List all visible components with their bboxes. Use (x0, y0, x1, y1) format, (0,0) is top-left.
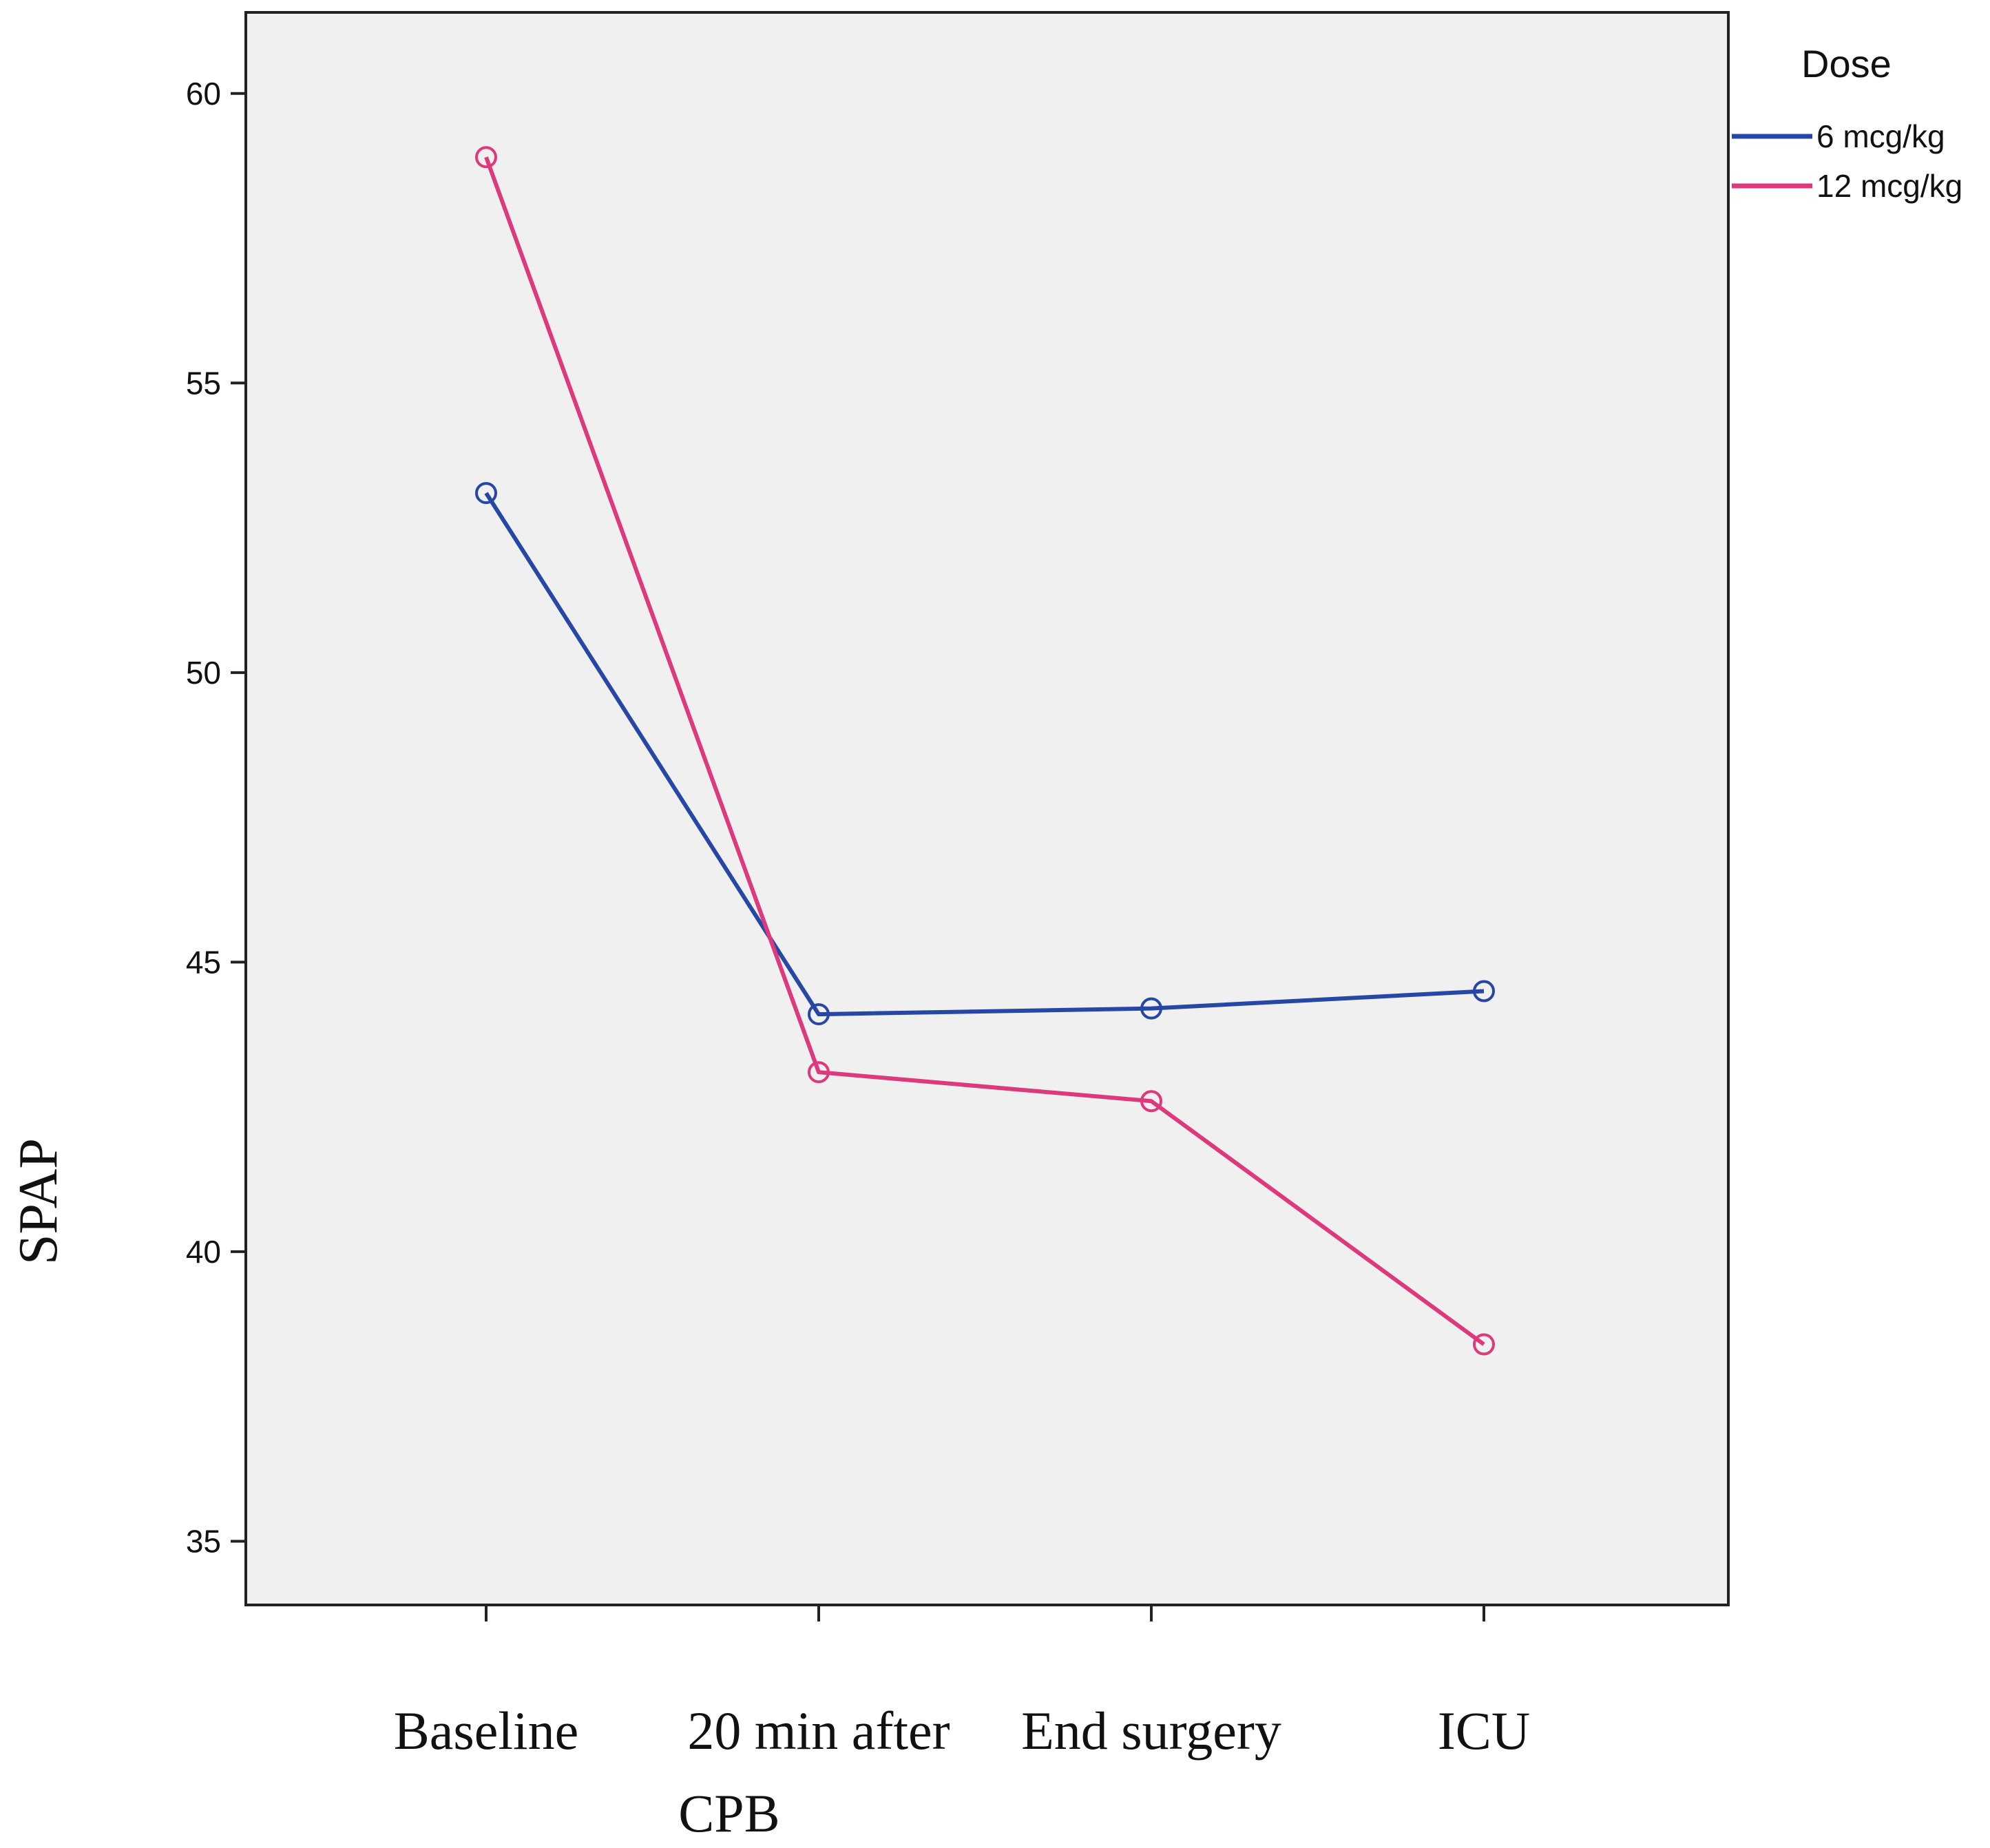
x-tick-label: 20 min after CPB (678, 1701, 950, 1843)
series-layer (475, 146, 1495, 1356)
y-axis: 35 40 45 50 55 60 (186, 76, 246, 1559)
legend: Dose 6 mcg/kg 12 mcg/kg (1732, 42, 1962, 204)
series-2 (475, 146, 1495, 1356)
y-tick-label: 50 (186, 655, 221, 691)
x-tick-label: Baseline (394, 1701, 579, 1761)
y-tick-label: 60 (186, 76, 221, 112)
y-tick-label: 55 (186, 365, 221, 401)
legend-title: Dose (1801, 42, 1892, 85)
series-1 (475, 482, 1495, 1026)
y-axis-label: SPAP (8, 1138, 69, 1265)
data-point (1140, 1090, 1162, 1113)
data-point (808, 1003, 830, 1026)
x-axis: Baseline 20 min after CPB End surgery ICU (394, 1605, 1530, 1843)
y-tick-label: 40 (186, 1234, 221, 1270)
data-point (1473, 980, 1495, 1002)
x-tick-label: End surgery (1021, 1701, 1281, 1761)
data-point (475, 146, 497, 169)
data-point (808, 1061, 830, 1084)
data-point (1140, 997, 1162, 1020)
y-tick-label: 35 (186, 1523, 221, 1559)
x-tick-label: ICU (1438, 1701, 1530, 1761)
plot-area (244, 11, 1730, 1606)
y-tick-label: 45 (186, 944, 221, 980)
series-line (484, 492, 1485, 1017)
data-point (1473, 1333, 1495, 1356)
legend-label: 6 mcg/kg (1816, 118, 1945, 154)
legend-label: 12 mcg/kg (1816, 168, 1962, 204)
data-point (475, 482, 497, 505)
series-line (484, 156, 1485, 1346)
